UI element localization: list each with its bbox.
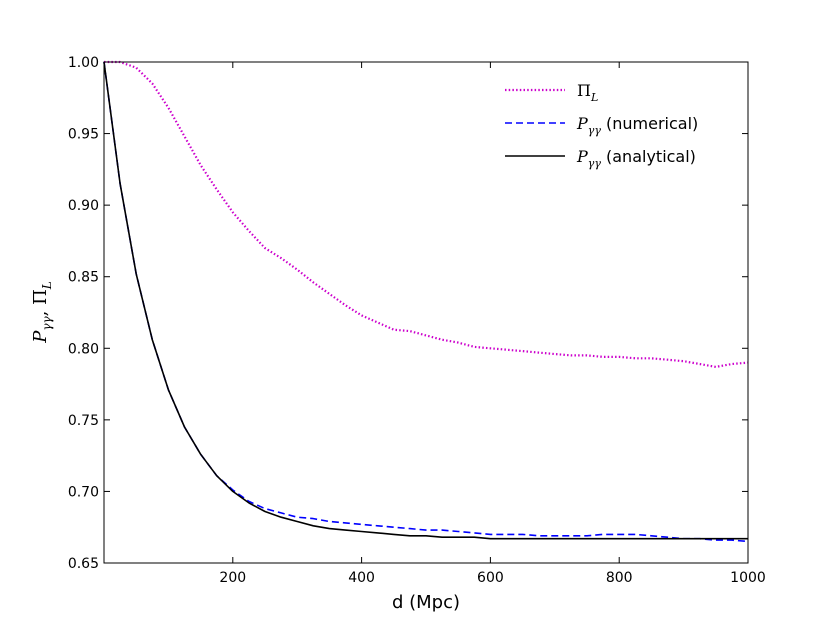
x-tick-label: 600 <box>477 570 504 586</box>
x-tick-label: 800 <box>606 570 633 586</box>
legend: ΠL Pγγ (numerical) Pγγ (analytical) <box>505 81 698 170</box>
y-tick-label: 0.95 <box>68 127 99 143</box>
series-line-2 <box>103 61 748 540</box>
plot-frame <box>103 61 749 564</box>
svg-text:Pγγ, ΠL: Pγγ, ΠL <box>30 281 54 344</box>
legend-label-0: ΠL <box>577 81 598 104</box>
legend-label-2: Pγγ (analytical) <box>576 147 696 170</box>
y-axis-label: Pγγ, ΠL <box>30 281 54 344</box>
y-tick-label: 0.90 <box>68 198 99 214</box>
series-line-1 <box>103 61 749 543</box>
series-line-0 <box>104 60 749 368</box>
x-tick-label: 400 <box>348 570 375 586</box>
legend-label-1: Pγγ (numerical) <box>576 114 698 137</box>
y-tick-label: 1.00 <box>68 55 99 71</box>
series-layer <box>103 60 749 543</box>
y-tick-label: 0.80 <box>68 341 99 357</box>
x-tick-label: 200 <box>219 570 246 586</box>
y-tick-label: 0.75 <box>68 413 99 429</box>
ticks-layer: 200 400 600 800 1000 0.65 0.70 0.75 0.80 0.85 0.90… <box>68 55 766 586</box>
x-tick-label: 1000 <box>730 570 766 586</box>
y-tick-label: 0.85 <box>68 270 99 286</box>
x-axis-label: d (Mpc) <box>392 592 460 613</box>
y-tick-label: 0.65 <box>68 556 99 572</box>
y-tick-label: 0.70 <box>68 484 99 500</box>
